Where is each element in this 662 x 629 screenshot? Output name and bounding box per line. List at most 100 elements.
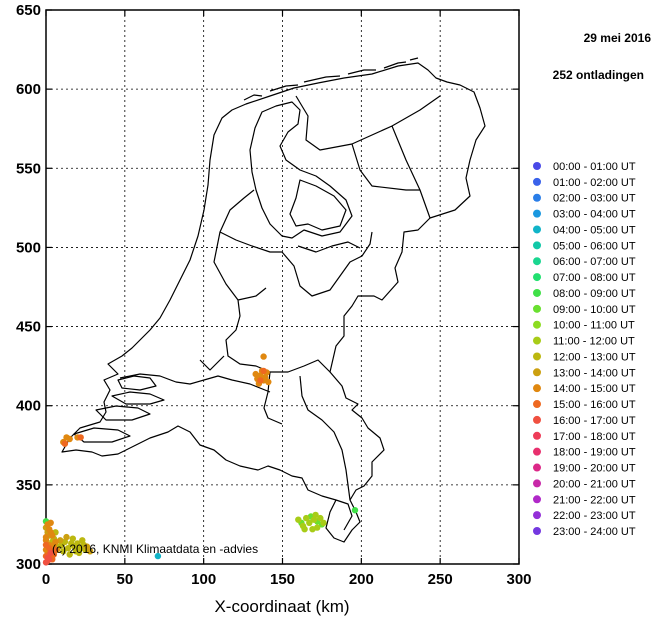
legend-label-13: 13:00 - 14:00 UT [553,367,636,379]
legend-marker-5 [533,241,541,250]
lightning-point-h15-7 [257,377,264,384]
lightning-point-h13-5 [86,548,94,555]
lightning-point-h16-1 [47,549,54,557]
axis-ticks: 0 50 100 150 200 250 300 300 350 400 450 500 550 600 6… [16,2,532,588]
lightning-point-h14-25 [47,519,54,526]
lightning-point-h11-9 [301,526,308,533]
x-tick-label-2: 100 [191,571,216,588]
lightning-point-h15-6 [61,440,69,447]
y-tick-label-6: 600 [16,81,41,98]
legend-marker-14 [533,384,541,393]
y-tick-label-3: 450 [16,319,41,336]
lightning-point-h15-11 [52,546,59,553]
legend-label-19: 19:00 - 20:00 UT [553,463,636,475]
legend-label-2: 02:00 - 03:00 UT [553,193,636,205]
y-tick-label-0: 300 [16,556,41,573]
legend-marker-23 [533,527,541,536]
lightning-point-h15-8 [260,367,267,375]
lightning-point-h14-26 [49,532,56,539]
legend-label-9: 09:00 - 10:00 UT [553,304,636,316]
legend-label-7: 07:00 - 08:00 UT [553,272,636,284]
legend-label-12: 12:00 - 13:00 UT [553,351,636,363]
x-tick-label-5: 250 [428,571,453,588]
lightning-point-h12-16 [66,551,73,558]
legend-marker-17 [533,431,541,440]
x-tick-label-0: 0 [42,571,50,588]
lightning-point-h11-2 [303,514,310,522]
lightning-point-h4-0 [154,552,162,560]
legend-marker-21 [533,495,541,504]
lightning-point-h13-4 [83,543,91,550]
legend-marker-18 [533,447,541,456]
legend-marker-6 [533,257,541,266]
legend-label-14: 14:00 - 15:00 UT [553,383,636,395]
legend: 00:00 - 01:00 UT 01:00 - 02:00 UT 02:00 - … [533,161,636,538]
lightning-point-h16-3 [46,556,53,563]
lightning-point-h11-10 [312,511,319,519]
legend-marker-0 [533,162,541,170]
lightning-point-h11-8 [320,519,327,526]
legend-label-20: 20:00 - 21:00 UT [553,478,636,490]
legend-label-10: 10:00 - 11:00 UT [553,320,635,332]
legend-marker-15 [533,400,541,409]
lightning-point-h14-17 [265,378,272,386]
lightning-point-h11-7 [317,514,324,522]
legend-marker-22 [533,511,541,520]
zeeland-islands [73,375,165,443]
legend-label-22: 22:00 - 23:00 UT [553,510,636,522]
legend-label-18: 18:00 - 19:00 UT [553,447,636,459]
legend-marker-1 [533,177,541,186]
legend-marker-9 [533,304,541,313]
legend-label-21: 21:00 - 22:00 UT [553,494,636,506]
legend-label-1: 01:00 - 02:00 UT [553,177,636,189]
lightning-point-h12-19 [69,535,77,542]
data-points [42,353,359,566]
lightning-point-h14-9 [52,538,59,545]
ijsselmeer [249,101,353,239]
legend-label-16: 16:00 - 17:00 UT [553,415,636,427]
lightning-point-h12-15 [75,549,83,557]
y-tick-label-7: 650 [16,2,41,19]
legend-marker-8 [533,288,541,297]
discharge-count-label: 252 ontladingen [553,68,644,82]
legend-marker-12 [533,352,541,361]
copyright-text: (c) 2016, KNMI Klimaatdata en -advies [52,542,258,556]
legend-label-15: 15:00 - 16:00 UT [553,399,636,411]
legend-label-4: 04:00 - 05:00 UT [553,224,636,236]
lightning-point-h14-18 [252,370,259,378]
legend-marker-2 [533,193,541,202]
date-label: 29 mei 2016 [584,31,652,45]
legend-marker-11 [533,336,541,345]
lightning-point-h14-16 [262,374,269,381]
lightning-point-h13-3 [63,533,70,541]
legend-marker-7 [533,273,541,282]
lightning-point-h8-1 [351,507,359,514]
y-tick-label-1: 350 [16,477,41,494]
lightning-point-h11-3 [306,519,313,526]
grid-lines [46,10,519,564]
legend-marker-16 [533,415,541,424]
limburg [335,499,353,531]
legend-label-11: 11:00 - 12:00 UT [553,336,635,348]
legend-label-23: 23:00 - 24:00 UT [553,526,636,538]
x-tick-label-4: 200 [349,571,374,588]
legend-label-0: 00:00 - 01:00 UT [553,161,636,173]
legend-label-5: 05:00 - 06:00 UT [553,240,636,252]
x-tick-label-1: 50 [116,571,133,588]
lightning-point-h12-17 [60,548,67,555]
y-tick-label-2: 400 [16,398,41,415]
legend-marker-13 [533,368,541,377]
lightning-point-h12-6 [64,545,72,552]
province-borders [119,95,441,501]
legend-marker-10 [533,320,541,329]
legend-label-8: 08:00 - 09:00 UT [553,288,636,300]
lightning-point-h11-6 [314,524,321,531]
lightning-point-h14-19 [260,353,267,360]
y-tick-label-4: 500 [16,239,41,256]
wadden-islands [243,57,419,101]
x-axis-label: X-coordinaat (km) [214,597,349,616]
flevoland [289,179,347,231]
x-tick-label-6: 300 [506,571,531,588]
lightning-point-h15-12 [77,434,84,441]
